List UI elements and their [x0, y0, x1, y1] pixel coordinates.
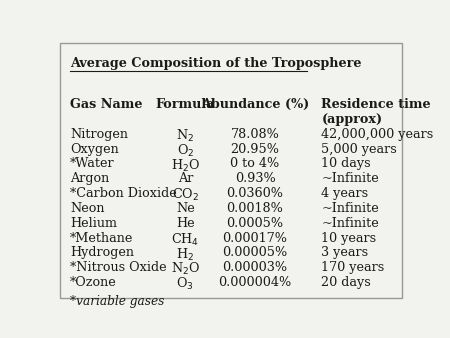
Text: 0.0005%: 0.0005%: [226, 217, 284, 230]
Text: Gas Name: Gas Name: [70, 98, 143, 111]
Text: Neon: Neon: [70, 202, 105, 215]
Text: Abundance (%): Abundance (%): [201, 98, 309, 111]
Text: *variable gases: *variable gases: [70, 295, 165, 308]
Text: 0.00005%: 0.00005%: [222, 246, 288, 260]
Text: 0.93%: 0.93%: [234, 172, 275, 185]
Text: Oxygen: Oxygen: [70, 143, 119, 155]
Text: *Carbon Dioxide: *Carbon Dioxide: [70, 187, 177, 200]
Text: ~Infinite: ~Infinite: [321, 202, 379, 215]
Text: O$_2$: O$_2$: [176, 143, 194, 159]
Text: 5,000 years: 5,000 years: [321, 143, 397, 155]
Text: Hydrogen: Hydrogen: [70, 246, 134, 260]
Text: ~Infinite: ~Infinite: [321, 172, 379, 185]
Text: 42,000,000 years: 42,000,000 years: [321, 128, 433, 141]
FancyBboxPatch shape: [60, 43, 401, 298]
Text: Ar: Ar: [178, 172, 193, 185]
Text: He: He: [176, 217, 194, 230]
Text: H$_2$O: H$_2$O: [171, 158, 200, 173]
Text: 20 days: 20 days: [321, 276, 371, 289]
Text: Helium: Helium: [70, 217, 117, 230]
Text: 78.08%: 78.08%: [230, 128, 279, 141]
Text: O$_3$: O$_3$: [176, 276, 194, 292]
Text: 170 years: 170 years: [321, 261, 385, 274]
Text: N$_2$O: N$_2$O: [171, 261, 200, 277]
Text: 0.0018%: 0.0018%: [227, 202, 284, 215]
Text: *Methane: *Methane: [70, 232, 134, 245]
Text: 10 years: 10 years: [321, 232, 376, 245]
Text: *Water: *Water: [70, 158, 115, 170]
Text: 0.000004%: 0.000004%: [218, 276, 292, 289]
Text: 4 years: 4 years: [321, 187, 369, 200]
Text: 10 days: 10 days: [321, 158, 371, 170]
Text: Argon: Argon: [70, 172, 109, 185]
Text: N$_2$: N$_2$: [176, 128, 194, 144]
Text: 20.95%: 20.95%: [230, 143, 279, 155]
Text: CO$_2$: CO$_2$: [172, 187, 199, 203]
Text: *Ozone: *Ozone: [70, 276, 117, 289]
Text: CH$_4$: CH$_4$: [171, 232, 199, 248]
Text: 0.00017%: 0.00017%: [223, 232, 288, 245]
Text: Formula: Formula: [156, 98, 215, 111]
Text: Residence time
(approx): Residence time (approx): [321, 98, 431, 126]
Text: ~Infinite: ~Infinite: [321, 217, 379, 230]
Text: 0 to 4%: 0 to 4%: [230, 158, 279, 170]
Text: Average Composition of the Troposphere: Average Composition of the Troposphere: [70, 57, 362, 71]
Text: 3 years: 3 years: [321, 246, 369, 260]
Text: H$_2$: H$_2$: [176, 246, 194, 263]
Text: Nitrogen: Nitrogen: [70, 128, 128, 141]
Text: *Nitrous Oxide: *Nitrous Oxide: [70, 261, 167, 274]
Text: 0.0360%: 0.0360%: [226, 187, 284, 200]
Text: 0.00003%: 0.00003%: [222, 261, 288, 274]
Text: Ne: Ne: [176, 202, 195, 215]
